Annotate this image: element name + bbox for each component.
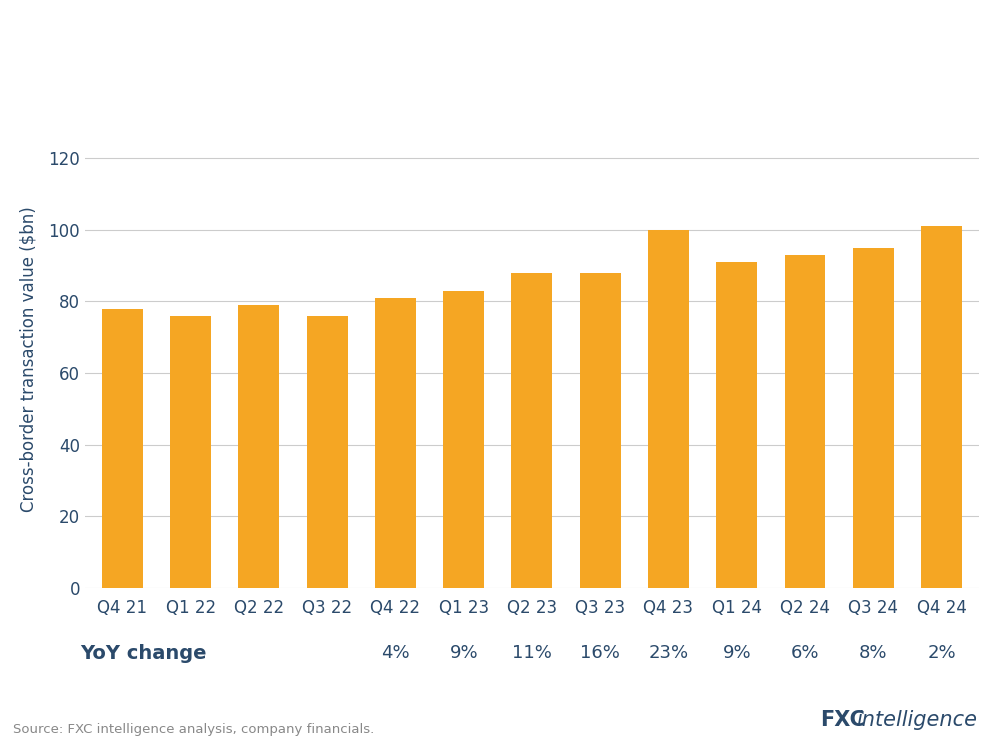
Text: 4%: 4% <box>382 644 410 662</box>
Bar <box>375 298 416 588</box>
Text: 9%: 9% <box>450 644 479 662</box>
Text: Source: FXC intelligence analysis, company financials.: Source: FXC intelligence analysis, compa… <box>13 723 375 736</box>
Text: intelligence: intelligence <box>856 710 977 730</box>
Text: 23%: 23% <box>648 644 688 662</box>
Bar <box>511 273 552 588</box>
Y-axis label: Cross-border transaction value ($bn): Cross-border transaction value ($bn) <box>19 206 37 512</box>
Bar <box>579 273 620 588</box>
Text: 11%: 11% <box>512 644 551 662</box>
Bar <box>170 316 211 588</box>
Bar <box>239 305 280 588</box>
Bar <box>716 262 757 588</box>
Text: 9%: 9% <box>722 644 751 662</box>
Bar <box>784 255 825 588</box>
Bar <box>648 230 689 588</box>
Text: 16%: 16% <box>580 644 620 662</box>
Text: Citi Services quarterly cross-border transaction value, Q4 21-Q4 24: Citi Services quarterly cross-border tra… <box>13 85 621 103</box>
Bar <box>102 309 143 588</box>
Text: Citi cross-border transactions see growth slow in Q4 2024: Citi cross-border transactions see growt… <box>13 37 877 63</box>
Text: 6%: 6% <box>791 644 819 662</box>
Bar <box>853 248 894 588</box>
Bar <box>307 316 348 588</box>
Text: FXC: FXC <box>820 710 865 730</box>
Text: 2%: 2% <box>927 644 956 662</box>
Text: 8%: 8% <box>859 644 887 662</box>
Bar <box>921 226 962 588</box>
Bar <box>444 291 485 588</box>
Text: YoY change: YoY change <box>80 643 207 663</box>
